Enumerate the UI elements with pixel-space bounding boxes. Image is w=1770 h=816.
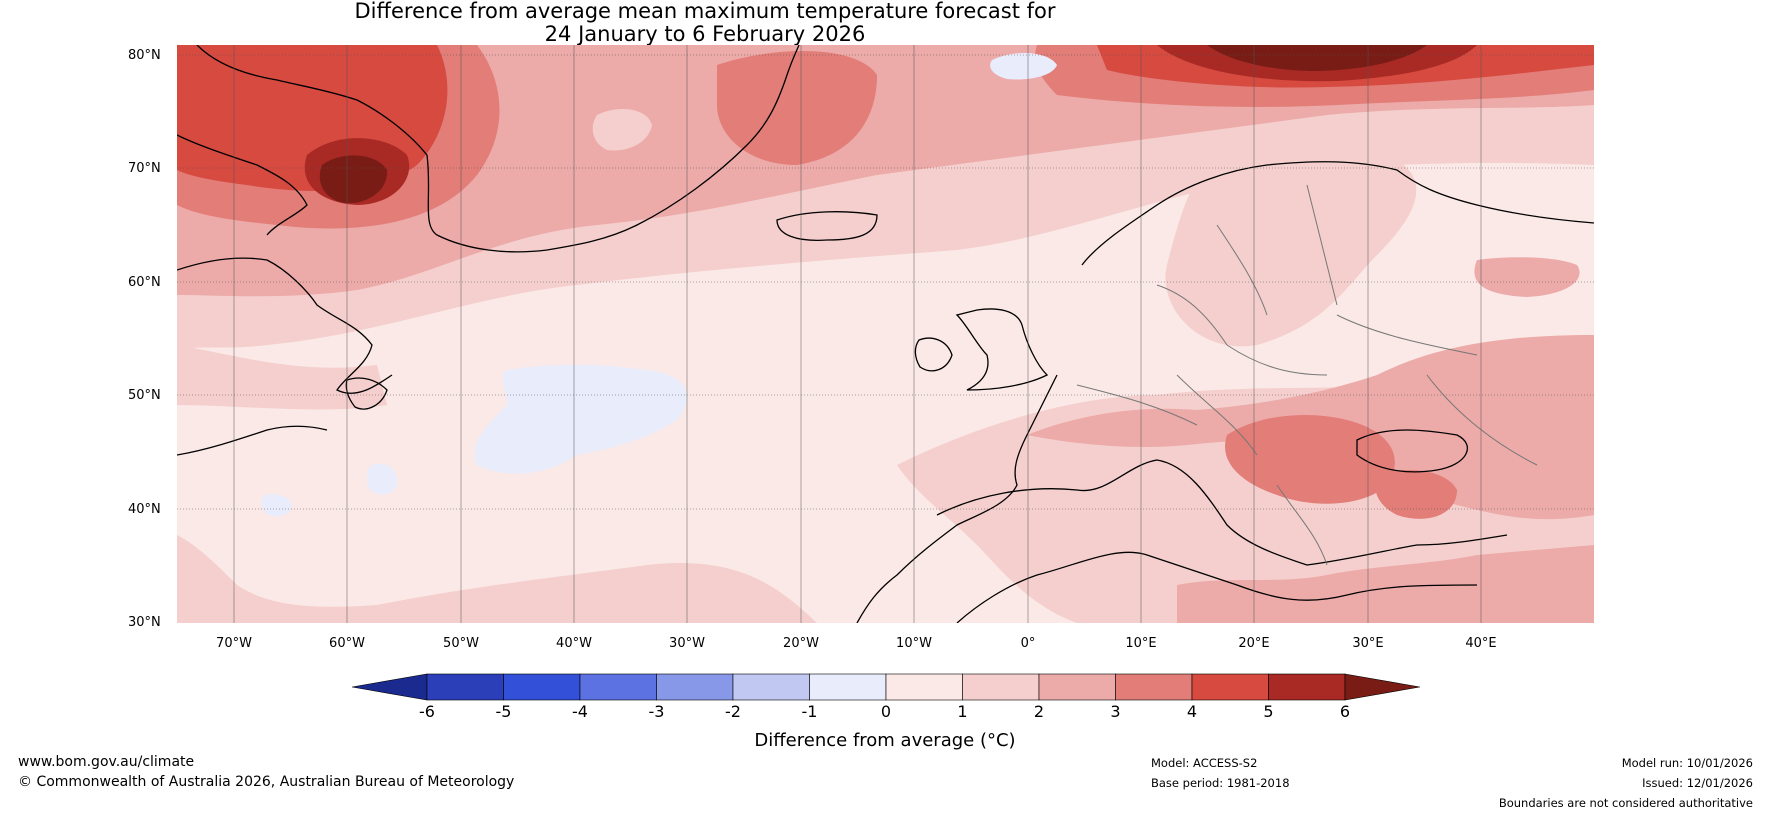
anomaly-field-3-4-turkey xyxy=(1375,470,1457,519)
gridlines xyxy=(177,54,1594,510)
anomaly-field-6-plus-greenland xyxy=(319,155,388,204)
issued-date: Issued: 12/01/2026 xyxy=(1642,776,1753,790)
colorbar-arrow-high xyxy=(1344,673,1420,701)
anomaly-field-neg-small-1 xyxy=(366,463,398,495)
colorbar-segment xyxy=(732,673,810,701)
coastlines xyxy=(177,45,1594,623)
colorbar-segment xyxy=(1115,673,1193,701)
colorbar-segment xyxy=(1191,673,1269,701)
colorbar-tick-label: -3 xyxy=(648,702,665,721)
anomaly-field-1-2-west xyxy=(177,345,387,410)
colorbar-segment xyxy=(579,673,657,701)
boundaries-disclaimer: Boundaries are not considered authoritat… xyxy=(1498,796,1753,810)
lon-label-20e: 20°E xyxy=(1238,636,1270,651)
colorbar-tick-label: 4 xyxy=(1186,702,1198,721)
lon-label-10e: 10°E xyxy=(1125,636,1157,651)
colorbar-segment xyxy=(885,673,963,701)
anomaly-field-3-4-balkans xyxy=(1225,415,1395,504)
anomaly-field-1-2-north-europe xyxy=(1165,158,1417,347)
lat-label-70n: 70°N xyxy=(128,161,161,176)
coast-iceland xyxy=(776,211,878,241)
colorbar-tick-label: -2 xyxy=(725,702,741,721)
lon-label-50w: 50°W xyxy=(443,636,479,651)
model-name: Model: ACCESS-S2 xyxy=(1151,756,1258,770)
copyright-text: © Commonwealth of Australia 2026, Austra… xyxy=(18,774,515,790)
anomaly-field-light-patch xyxy=(592,109,652,151)
colorbar-tick-label: -6 xyxy=(419,702,435,721)
colorbar-tick-label: 5 xyxy=(1263,702,1274,721)
colorbar-segment xyxy=(962,673,1040,701)
lat-label-60n: 60°N xyxy=(128,275,161,290)
coast-greenland-west xyxy=(196,45,800,253)
colorbar-tick-label: 0 xyxy=(880,702,892,721)
coast-baffin xyxy=(177,134,308,236)
title-line-1: Difference from average mean maximum tem… xyxy=(354,0,1056,23)
anomaly-field-2-3-east xyxy=(1474,257,1580,297)
anomaly-field-3-4-denmark-strait xyxy=(717,51,877,165)
lon-label-30w: 30°W xyxy=(669,636,705,651)
lat-label-40n: 40°N xyxy=(128,502,161,517)
colorbar-tick-label: -5 xyxy=(495,702,512,721)
base-period: Base period: 1981-2018 xyxy=(1151,776,1290,790)
colorbar-arrow-low xyxy=(352,673,428,701)
colorbar-segment xyxy=(1038,673,1116,701)
lon-label-30e: 30°E xyxy=(1352,636,1384,651)
coast-black-sea xyxy=(1356,429,1469,473)
colorbar-segment xyxy=(809,673,887,701)
coast-ireland xyxy=(914,337,953,372)
colorbar-tick-label: 6 xyxy=(1339,702,1351,721)
colorbar-tick-label: 1 xyxy=(957,702,968,721)
colorbar-tick-label: -4 xyxy=(572,702,588,721)
lat-label-80n: 80°N xyxy=(128,48,161,63)
title-line-2: 24 January to 6 February 2026 xyxy=(544,22,866,46)
coast-mediterranean xyxy=(936,459,1508,566)
coast-labrador xyxy=(177,257,393,394)
anomaly-field-6-plus-svalbard xyxy=(1207,45,1427,71)
lon-label-40w: 40°W xyxy=(556,636,592,651)
chart-title: Difference from average mean maximum tem… xyxy=(0,0,1410,46)
lat-label-30n: 30°N xyxy=(128,615,161,630)
lat-label-50n: 50°N xyxy=(128,388,161,403)
anomaly-field-2-3-north xyxy=(177,45,1594,297)
coast-britain xyxy=(955,308,1049,391)
model-run-date: Model run: 10/01/2026 xyxy=(1621,756,1753,770)
colorbar-tick-label: 3 xyxy=(1110,702,1121,721)
colorbar-tick-label: -1 xyxy=(801,702,818,721)
colorbar xyxy=(352,673,1420,701)
lon-label-0: 0° xyxy=(1020,636,1036,651)
lon-label-60w: 60°W xyxy=(329,636,365,651)
coast-north-africa xyxy=(956,551,1478,623)
anomaly-field-neg-atlantic xyxy=(474,364,687,474)
colorbar-segment xyxy=(656,673,734,701)
anomaly-field-1-2-sw xyxy=(177,535,817,623)
colorbar-segment xyxy=(1268,673,1346,701)
country-borders xyxy=(1076,184,1538,566)
colorbar-segment xyxy=(426,673,504,701)
coast-nova-scotia xyxy=(177,425,328,456)
lon-label-10w: 10°W xyxy=(896,636,932,651)
website-link[interactable]: www.bom.gov.au/climate xyxy=(18,754,195,770)
lon-label-20w: 20°W xyxy=(783,636,819,651)
anomaly-field-2-3-africa xyxy=(1177,545,1594,623)
anomaly-map xyxy=(177,45,1594,623)
coast-scandinavia xyxy=(1081,161,1594,266)
meridians xyxy=(233,45,1482,623)
colorbar-segment xyxy=(503,673,581,701)
anomaly-field-neg-small-2 xyxy=(261,494,292,517)
lon-label-70w: 70°W xyxy=(216,636,252,651)
colorbar-label: Difference from average (°C) xyxy=(754,730,1016,751)
lon-label-40e: 40°E xyxy=(1465,636,1497,651)
anomaly-field-neg-arctic xyxy=(990,53,1057,80)
colorbar-tick-label: 2 xyxy=(1033,702,1045,721)
coast-iberia-france xyxy=(856,374,1058,623)
